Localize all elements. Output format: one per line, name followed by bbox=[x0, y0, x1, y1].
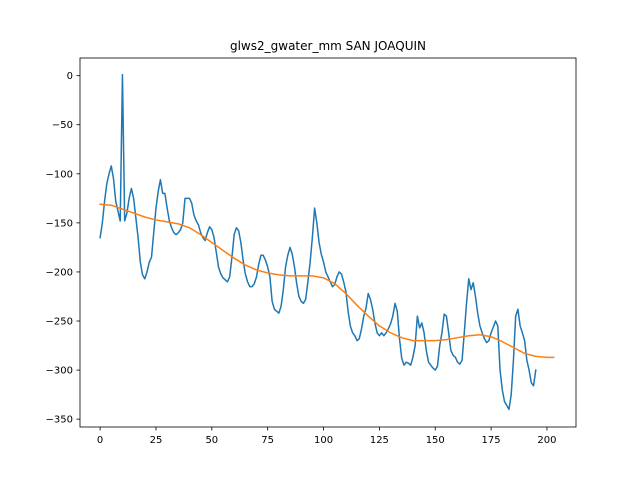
x-tick-label: 25 bbox=[150, 435, 163, 446]
x-tick-label: 100 bbox=[314, 435, 333, 446]
y-tick-label: −350 bbox=[46, 415, 73, 426]
axes-frame bbox=[79, 57, 577, 428]
y-axis: 0 −50 −100 −150 −200 −250 −300 −350 bbox=[46, 71, 80, 426]
y-tick-label: −100 bbox=[46, 169, 73, 180]
y-tick-label: −250 bbox=[46, 317, 73, 328]
series-layer bbox=[99, 73, 555, 411]
y-tick-label: −50 bbox=[52, 120, 73, 131]
x-tick-label: 125 bbox=[370, 435, 389, 446]
x-tick-label: 75 bbox=[261, 435, 274, 446]
chart-title: glws2_gwater_mm SAN JOAQUIN bbox=[230, 39, 426, 53]
series-line-raw bbox=[99, 73, 537, 411]
series-line-trend bbox=[99, 203, 555, 359]
x-tick-label: 0 bbox=[97, 435, 103, 446]
x-tick-label: 200 bbox=[537, 435, 556, 446]
x-tick-label: 175 bbox=[482, 435, 501, 446]
x-tick-label: 150 bbox=[426, 435, 445, 446]
x-tick-label: 50 bbox=[205, 435, 218, 446]
y-tick-label: 0 bbox=[67, 71, 73, 82]
y-tick-label: −300 bbox=[46, 366, 73, 377]
y-tick-label: −150 bbox=[46, 218, 73, 229]
y-tick-label: −200 bbox=[46, 267, 73, 278]
x-axis: 0 25 50 75 100 125 150 175 200 bbox=[97, 427, 557, 446]
plot-area: 0 25 50 75 100 125 150 175 200 0 −50 −100 −150 −200 −… bbox=[46, 57, 577, 446]
